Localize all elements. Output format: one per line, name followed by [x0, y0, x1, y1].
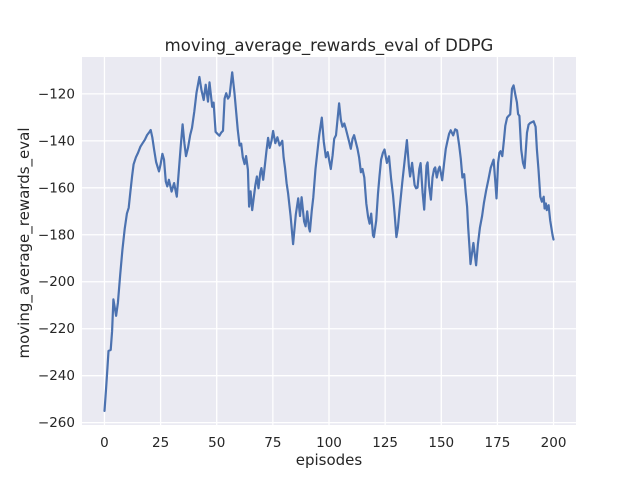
x-axis-label: episodes	[295, 451, 363, 469]
y-axis-label: moving_average_rewards_eval	[15, 127, 33, 359]
y-tick-label: −200	[38, 274, 75, 290]
y-tick-label: −140	[38, 133, 75, 149]
x-tick-label: 175	[485, 435, 511, 451]
y-tick-label: −120	[38, 86, 75, 102]
x-tick-label: 50	[208, 435, 225, 451]
data-line	[103, 71, 555, 412]
y-tick-label: −240	[38, 368, 75, 384]
x-tick-label: 100	[316, 435, 342, 451]
y-tick-label: −160	[38, 180, 75, 196]
y-tick-label: −220	[38, 321, 75, 337]
x-tick-label: 200	[541, 435, 567, 451]
x-tick-label: 25	[152, 435, 169, 451]
x-tick-label: 0	[100, 435, 109, 451]
y-tick-label: −260	[38, 415, 75, 431]
x-tick-label: 75	[264, 435, 281, 451]
x-tick-label: 125	[372, 435, 398, 451]
y-tick-label: −180	[38, 227, 75, 243]
chart-title: moving_average_rewards_eval of DDPG	[164, 36, 494, 55]
x-tick-label: 150	[428, 435, 454, 451]
